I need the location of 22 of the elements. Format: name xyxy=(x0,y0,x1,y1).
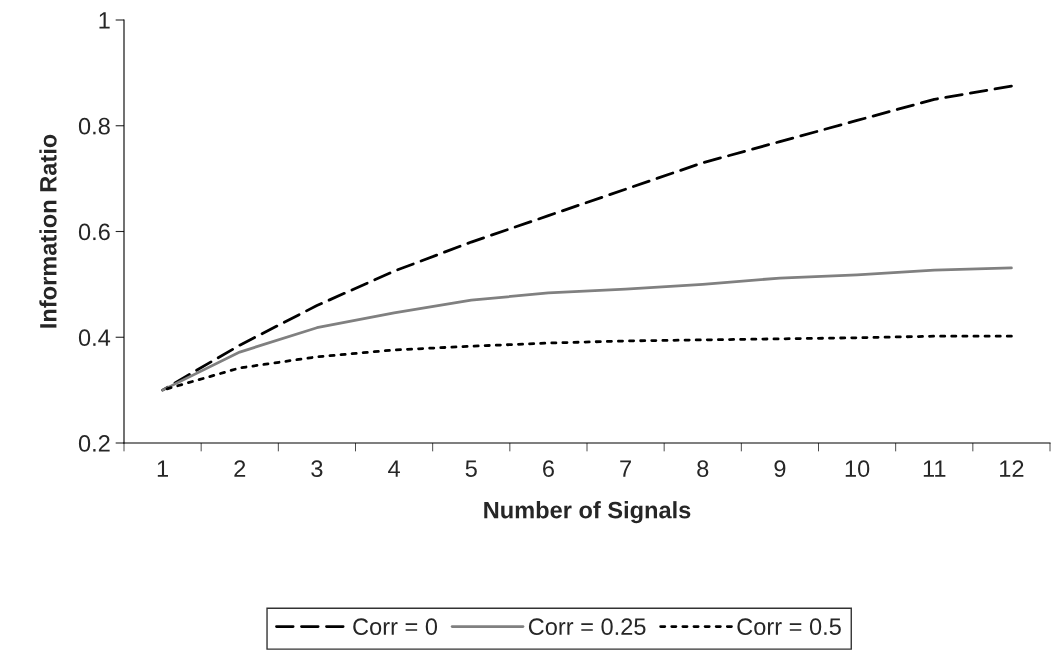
x-tick-label: 9 xyxy=(774,460,786,478)
x-tick-label: 7 xyxy=(620,460,631,477)
legend-label: Corr = 0 xyxy=(353,618,438,636)
x-tick-label: 11 xyxy=(923,460,946,477)
x-tick-label: 5 xyxy=(465,460,477,478)
x-tick-label: 12 xyxy=(1000,460,1024,477)
x-tick-label: 3 xyxy=(311,460,323,478)
legend-label: Corr = 0.25 xyxy=(528,618,646,636)
y-tick-label: 1 xyxy=(99,12,110,29)
y-tick-label: 0.4 xyxy=(78,329,111,347)
legend-label: Corr = 0.5 xyxy=(737,618,841,636)
x-axis-title: Number of Signals xyxy=(484,501,691,524)
x-tick-label: 10 xyxy=(845,460,870,478)
y-axis-title: Information Ratio xyxy=(39,134,57,328)
y-tick-label: 0.6 xyxy=(78,223,110,241)
x-tick-label: 2 xyxy=(234,460,246,477)
y-tick-label: 0.8 xyxy=(78,117,110,135)
x-tick-label: 4 xyxy=(388,460,400,477)
y-tick-label: 0.2 xyxy=(78,435,110,452)
x-tick-label: 6 xyxy=(543,460,554,478)
x-tick-label: 1 xyxy=(157,460,168,477)
x-tick-label: 8 xyxy=(697,460,709,478)
